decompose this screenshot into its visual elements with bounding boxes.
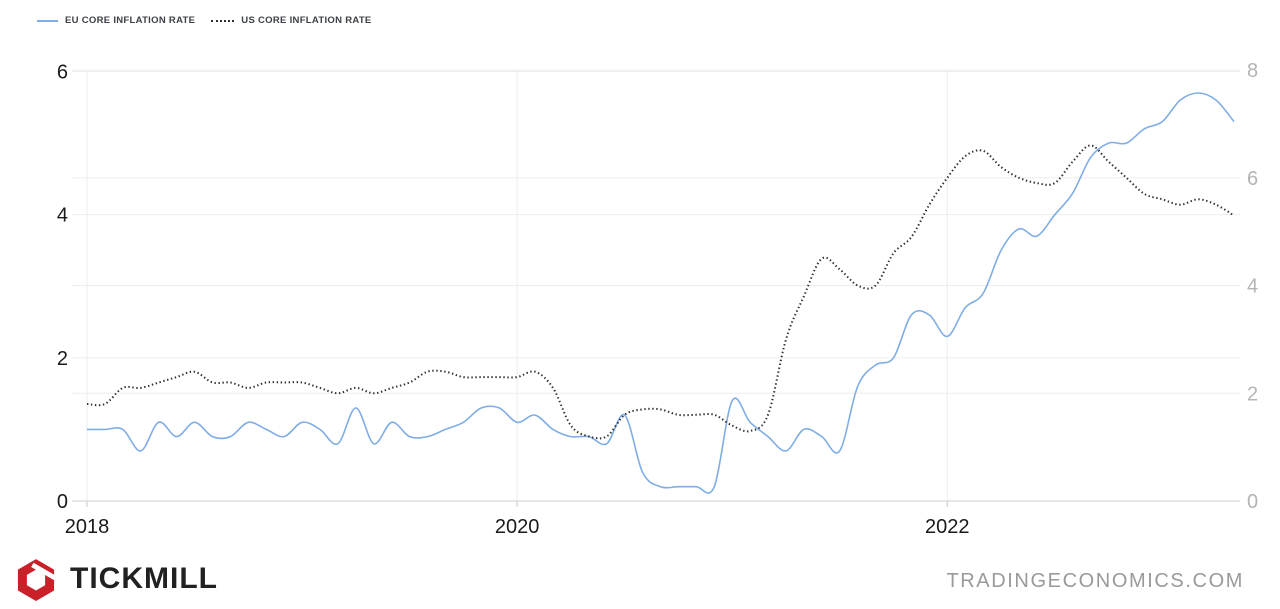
plot-area[interactable]: 2018 2020 2022 0 2 4 6 0 2 4 6 8 [0,0,1280,548]
x-axis-label: 2020 [495,516,540,538]
y-axis-label-right: 4 [1247,276,1258,298]
y-axis-label-left: 0 [57,491,68,513]
eu-core-inflation-line[interactable] [87,92,1235,494]
tickmill-logo[interactable]: TICKMILL [13,556,218,602]
tickmill-mark-icon [17,559,58,601]
x-axis-label: 2022 [925,516,970,538]
legend-label-eu: EU CORE INFLATION RATE [65,15,196,26]
legend-item-us[interactable]: US CORE INFLATION RATE [211,15,371,26]
y-axis-label-right: 6 [1247,168,1258,190]
tradingeconomics-watermark[interactable]: TRADINGECONOMICS.COM [946,570,1244,592]
legend-label-us: US CORE INFLATION RATE [241,15,372,26]
us-core-inflation-line[interactable] [86,144,1235,440]
y-axis-label-right: 2 [1247,383,1258,405]
legend: EU CORE INFLATION RATE US CORE INFLATION… [37,15,372,26]
y-axis-label-left: 4 [57,205,68,227]
tickmill-wordmark: TICKMILL [70,562,218,595]
x-axis-label: 2018 [65,516,110,538]
y-axis-label-right: 0 [1247,491,1258,513]
us-line-sample-icon [211,19,235,22]
legend-item-eu[interactable]: EU CORE INFLATION RATE [37,15,195,26]
y-axis-label-left: 2 [57,348,68,370]
y-axis-label-left: 6 [57,62,68,84]
eu-line-sample-icon [37,19,58,22]
y-axis-label-right: 8 [1247,60,1258,82]
